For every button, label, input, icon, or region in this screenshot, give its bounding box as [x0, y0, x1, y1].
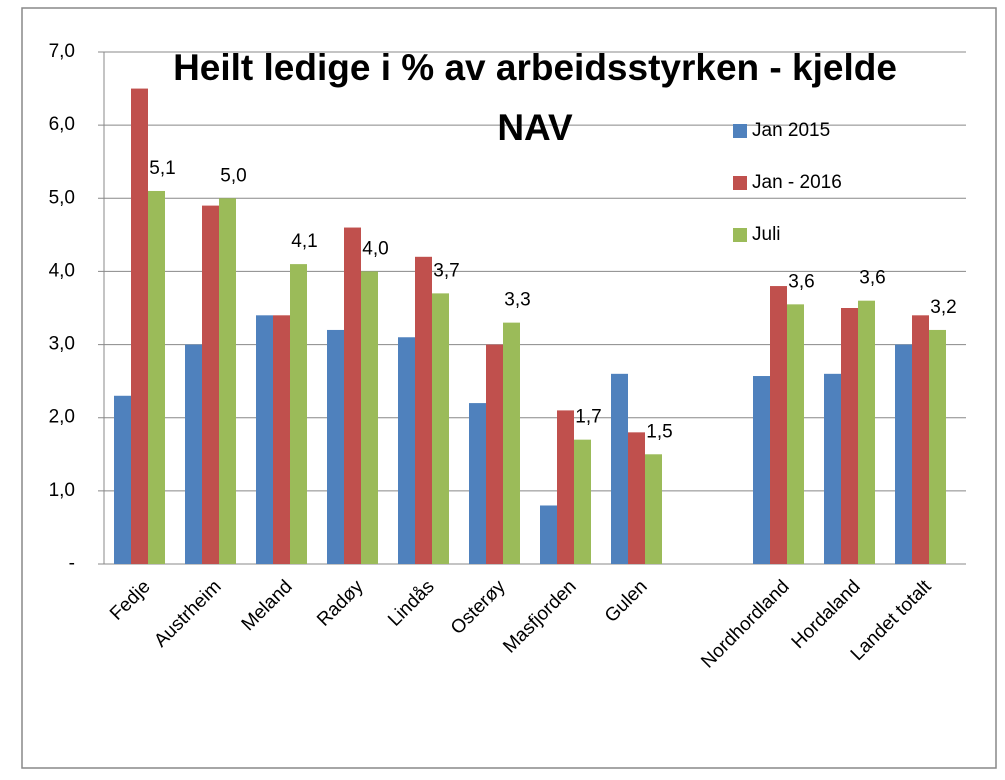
bar: [256, 315, 273, 564]
data-label: 3,6: [788, 271, 814, 292]
bar: [841, 308, 858, 564]
bar: [574, 439, 591, 564]
data-label: 1,7: [575, 407, 601, 428]
bar: [611, 373, 628, 564]
legend-swatch: [733, 124, 747, 138]
bar: [398, 337, 415, 564]
data-label: 4,0: [362, 238, 388, 259]
data-label: 3,3: [504, 290, 530, 311]
bar: [344, 227, 361, 565]
bar: [361, 271, 378, 564]
bar: [824, 373, 841, 564]
bar: [202, 205, 219, 564]
y-tick-label: 3,0: [49, 334, 75, 355]
chart-title: Heilt ledige i % av arbeidsstyrken - kje…: [173, 47, 897, 148]
bar: [912, 315, 929, 564]
bar: [185, 344, 202, 564]
data-label: 5,1: [149, 158, 175, 179]
legend-label: Juli: [752, 224, 781, 245]
bar: [219, 198, 236, 565]
y-tick-label: -: [69, 553, 75, 574]
legend-swatch: [733, 228, 747, 242]
bar: [929, 329, 946, 564]
data-label: 1,5: [646, 421, 672, 442]
bar: [114, 395, 131, 564]
bar: [557, 410, 574, 564]
legend-swatch: [733, 176, 747, 190]
bar: [858, 300, 875, 564]
bar: [770, 286, 787, 564]
y-tick-label: 2,0: [49, 407, 75, 428]
data-label: 4,1: [291, 231, 317, 252]
legend-label: Jan - 2016: [752, 172, 842, 193]
bar: [503, 322, 520, 564]
bar: [432, 293, 449, 564]
y-tick-label: 5,0: [49, 187, 75, 208]
y-tick-label: 6,0: [49, 114, 75, 135]
data-label: 3,6: [859, 268, 885, 289]
bar: [486, 344, 503, 564]
bar: [540, 505, 557, 564]
data-label: 5,0: [220, 165, 246, 186]
bar: [469, 403, 486, 564]
bar: [895, 344, 912, 564]
bar: [327, 329, 344, 564]
bar: [753, 376, 770, 564]
data-label: 3,7: [433, 260, 459, 281]
y-tick-label: 7,0: [49, 41, 75, 62]
bar: [628, 432, 645, 564]
y-tick-label: 1,0: [49, 480, 75, 501]
bar: [148, 190, 165, 564]
y-tick-label: 4,0: [49, 260, 75, 281]
bar: [645, 454, 662, 564]
bar: [273, 315, 290, 564]
data-label: 3,2: [930, 297, 956, 318]
bar: [290, 264, 307, 564]
legend-label: Jan 2015: [752, 120, 830, 141]
bar: [787, 304, 804, 564]
bar: [415, 256, 432, 564]
bar: [131, 88, 148, 565]
